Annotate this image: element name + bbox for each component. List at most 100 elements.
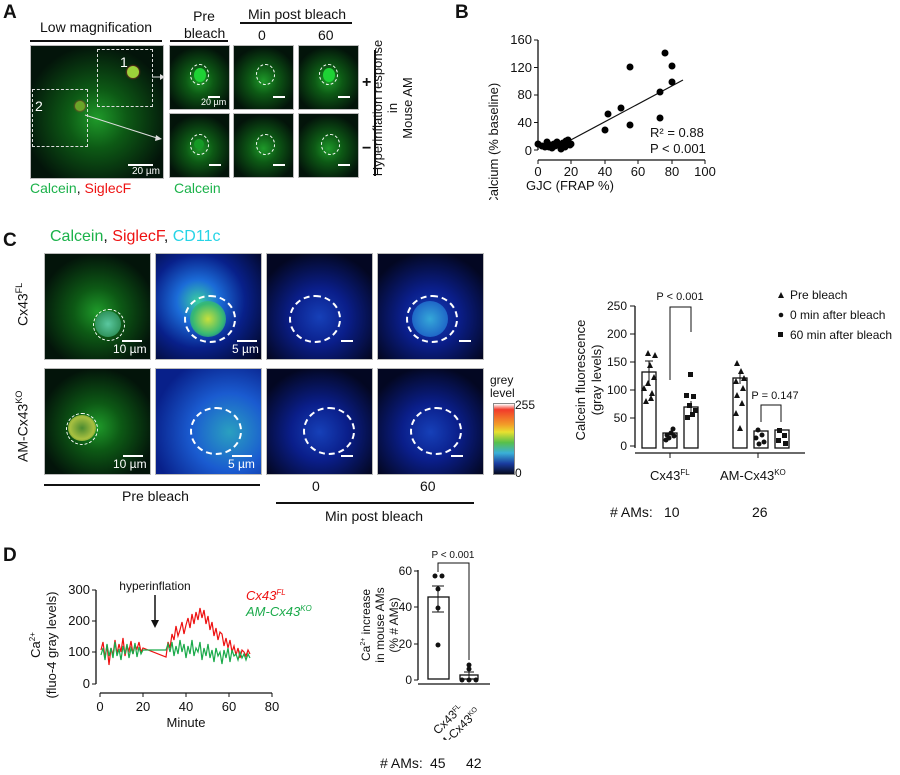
svg-text:AM-Cx43KO: AM-Cx43KO (720, 468, 786, 483)
a-pre-bleach-plus: 20 µm (169, 45, 230, 110)
c-fl-60min-heatmap (377, 253, 484, 360)
c-stain-legend: Calcein, SiglecF, CD11c (50, 228, 221, 245)
svg-text:50: 50 (614, 411, 628, 425)
a-pre-bleach-minus (169, 113, 230, 178)
a-60min-minus (298, 113, 359, 178)
low-magnification-image: 1 2 20 µm (30, 45, 164, 179)
svg-text:P = 0.147: P = 0.147 (751, 390, 798, 402)
row-label-ko: AM-Cx43KO (14, 390, 31, 462)
svg-text:20: 20 (564, 164, 578, 179)
svg-text:300: 300 (68, 582, 90, 597)
svg-text:Ca2+: Ca2+ (28, 632, 43, 658)
svg-text:(% # AMs): (% # AMs) (387, 597, 401, 652)
c-min-post-bleach: Min post bleach (325, 508, 424, 524)
low-mag-title: Low magnification (40, 19, 153, 35)
colorbar-title: grey level (490, 373, 515, 400)
svg-text:0 min after bleach: 0 min after bleach (790, 308, 885, 322)
svg-text:GJC (FRAP %): GJC (FRAP %) (526, 178, 614, 193)
svg-text:160: 160 (510, 32, 532, 47)
svg-text:80: 80 (265, 699, 279, 714)
a-legend-low: Calcein, SiglecF (30, 180, 132, 196)
svg-text:P < 0.001: P < 0.001 (650, 141, 706, 156)
svg-text:100: 100 (607, 383, 627, 397)
svg-text:hyperinflation: hyperinflation (119, 579, 190, 593)
svg-text:Cx43FL: Cx43FL (246, 588, 286, 603)
d-n-fl: 45 (430, 755, 446, 771)
time-60-label: 60 (318, 27, 334, 43)
svg-text:150: 150 (607, 355, 627, 369)
time-0-label: 0 (258, 27, 266, 43)
colorbar-max: 255 (515, 398, 536, 412)
d-n-ko: 42 (466, 755, 482, 771)
panel-b-scatter: Δ Calcium (% baseline) GJC (FRAP %) 160 1… (486, 32, 716, 200)
min-post-bleach-title: Min post bleach (248, 6, 347, 22)
svg-text:60: 60 (631, 164, 645, 179)
panel-b-label: B (455, 2, 469, 23)
plus-label: + (362, 74, 372, 91)
svg-text:80: 80 (518, 87, 532, 102)
a-60min-plus (298, 45, 359, 110)
c-time-0: 0 (312, 478, 320, 494)
c-fl-merge: 10 µm (44, 253, 151, 360)
svg-text:0: 0 (405, 673, 412, 687)
svg-text:40: 40 (598, 164, 612, 179)
panel-d-label: D (3, 545, 17, 566)
svg-text:(gray levels): (gray levels) (589, 345, 604, 416)
svg-text:Pre bleach: Pre bleach (790, 288, 847, 302)
svg-text:Ca2+ increase: Ca2+ increase (359, 589, 373, 661)
c-n-ko: 26 (752, 504, 768, 520)
zoom-arrows (84, 74, 165, 141)
svg-text:0: 0 (620, 439, 627, 453)
minus-label: − (362, 140, 372, 157)
svg-text:250: 250 (607, 299, 627, 313)
panel-c-label: C (3, 230, 17, 251)
svg-text:60 min after bleach: 60 min after bleach (790, 328, 892, 342)
svg-text:20: 20 (399, 637, 413, 651)
svg-text:40: 40 (399, 600, 413, 614)
d-n-label: # AMs: (380, 755, 423, 771)
panel-c-bar-chart: Calcein fluorescence (gray levels) 250 20… (573, 288, 892, 483)
c-ko-60min-heatmap (377, 368, 484, 475)
svg-text:100: 100 (68, 644, 90, 659)
svg-text:(fluo-4 gray levels): (fluo-4 gray levels) (44, 592, 59, 699)
svg-text:200: 200 (607, 327, 627, 341)
panel-d-bar-chart: Ca2+ increase in mouse AMs (% # AMs) 60 4… (359, 550, 490, 740)
svg-text:120: 120 (510, 60, 532, 75)
svg-text:in mouse AMs: in mouse AMs (373, 587, 387, 662)
svg-text:60: 60 (399, 564, 413, 578)
a-0min-minus (233, 113, 294, 178)
roi-box-2 (32, 89, 88, 147)
c-pre-bleach-label: Pre bleach (122, 488, 189, 504)
svg-text:40: 40 (179, 699, 193, 714)
svg-text:P < 0.001: P < 0.001 (432, 550, 475, 561)
a-0min-plus (233, 45, 294, 110)
svg-text:0: 0 (534, 164, 541, 179)
c-ko-prebleach-heatmap: 5 µm (155, 368, 262, 475)
svg-text:P < 0.001: P < 0.001 (656, 291, 703, 303)
colorbar-min: 0 (515, 466, 522, 480)
svg-text:0: 0 (83, 676, 90, 691)
c-ko-merge: 10 µm (44, 368, 151, 475)
c-fl-0min-heatmap (266, 253, 373, 360)
svg-text:0: 0 (525, 143, 532, 158)
roi-box-1 (97, 49, 153, 107)
svg-text:80: 80 (665, 164, 679, 179)
row-label-fl: Cx43FL (14, 282, 31, 326)
svg-text:Cx43FL: Cx43FL (650, 468, 690, 483)
pre-bleach-title: Pre bleach (184, 8, 226, 41)
c-n-label: # AMs: (610, 504, 653, 520)
svg-text:40: 40 (518, 115, 532, 130)
c-fl-prebleach-heatmap: 5 µm (155, 253, 262, 360)
colorbar (493, 403, 515, 475)
a-legend-calcein: Calcein (174, 180, 221, 196)
panel-d-trace: Ca2+ (fluo-4 gray levels) 300 200 100 0 0 20… (28, 579, 312, 730)
svg-text:100: 100 (694, 164, 716, 179)
svg-text:200: 200 (68, 613, 90, 628)
svg-text:0: 0 (96, 699, 103, 714)
svg-text:Calcein fluorescence: Calcein fluorescence (573, 320, 588, 441)
c-n-fl: 10 (664, 504, 680, 520)
panel-a-label: A (3, 2, 17, 23)
hyperinflation-side-label: Hyperinflation response in Mouse AM (370, 39, 415, 177)
c-time-60: 60 (420, 478, 436, 494)
